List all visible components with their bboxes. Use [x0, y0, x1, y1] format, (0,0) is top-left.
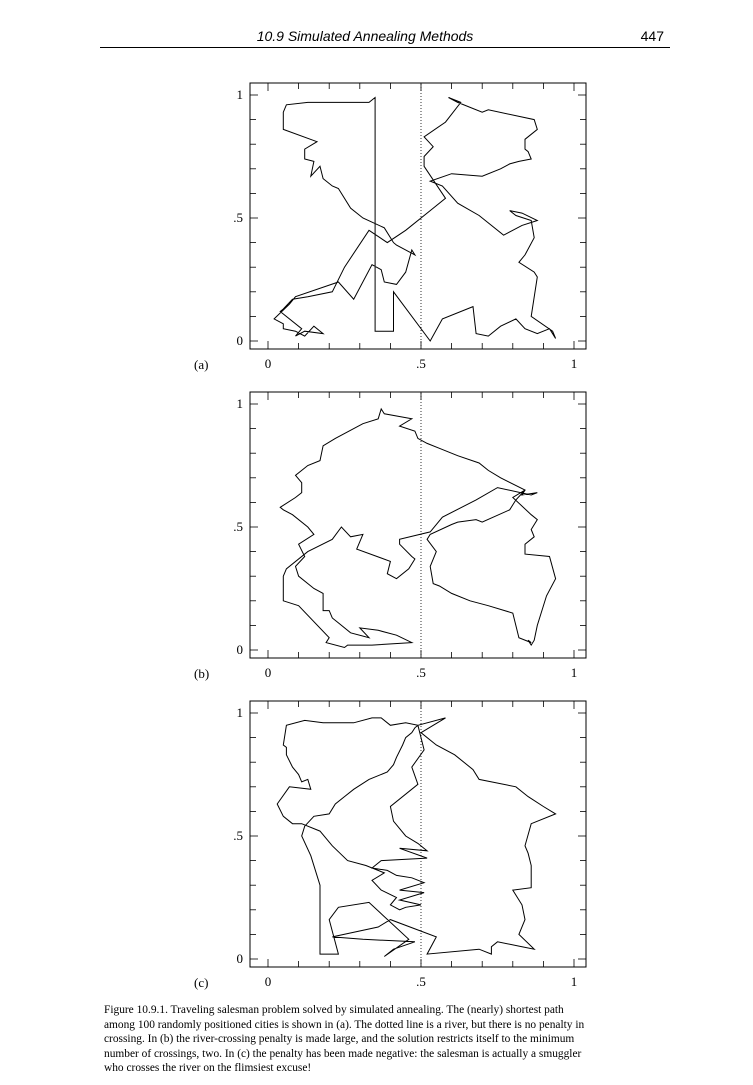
panel-label: (b) — [194, 666, 209, 681]
y-tick-label: 0 — [237, 333, 244, 348]
caption-line: among 100 randomly positioned cities is … — [104, 1018, 585, 1031]
x-tick-label: .5 — [416, 356, 426, 371]
plot-frame — [249, 82, 587, 350]
section-title: 10.9 Simulated Annealing Methods — [256, 28, 474, 44]
y-tick-label: 0 — [237, 642, 244, 657]
x-tick-label: .5 — [416, 665, 426, 680]
header-rule — [100, 47, 670, 48]
x-tick-label: 1 — [571, 356, 578, 371]
caption-line: Figure 10.9.1. Traveling salesman proble… — [104, 1004, 564, 1016]
y-tick-label: 1 — [237, 396, 244, 411]
x-tick-label: 1 — [571, 665, 578, 680]
x-tick-label: 0 — [265, 356, 272, 371]
plot-frame — [249, 391, 587, 659]
y-tick-label: .5 — [233, 828, 243, 843]
x-tick-label: 0 — [265, 974, 272, 989]
caption-line: who crosses the river on the flimsiest e… — [104, 1062, 312, 1075]
y-tick-label: 1 — [237, 87, 244, 102]
caption-line: number of crossings, two. In (c) the pen… — [104, 1047, 582, 1060]
running-head: 10.9 Simulated Annealing Methods 447 — [100, 24, 670, 48]
page-number: 447 — [640, 28, 664, 44]
panel-label: (c) — [194, 975, 208, 990]
x-tick-label: 0 — [265, 665, 272, 680]
y-tick-label: 0 — [237, 951, 244, 966]
tour-path — [279, 407, 557, 649]
tour-path — [273, 96, 557, 342]
figure-caption: Figure 10.9.1. Traveling salesman proble… — [104, 1003, 670, 1076]
figure-10-9-1: 0 .5 1 0 .5 1 (a) 0 .5 1 0 .5 1 (b) 0 .5 1 0 .5 1 (c) — [194, 82, 587, 990]
plot-frame — [249, 700, 587, 968]
y-tick-label: .5 — [233, 519, 243, 534]
y-tick-label: .5 — [233, 210, 243, 225]
tour-path — [276, 717, 557, 957]
caption-line: crossing. In (b) the river-crossing pena… — [104, 1033, 575, 1046]
y-tick-label: 1 — [237, 705, 244, 720]
x-tick-label: .5 — [416, 974, 426, 989]
panel-label: (a) — [194, 357, 208, 372]
x-tick-label: 1 — [571, 974, 578, 989]
